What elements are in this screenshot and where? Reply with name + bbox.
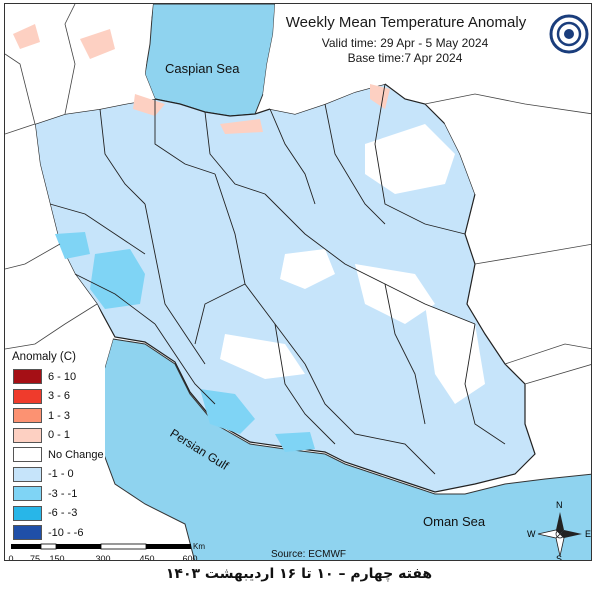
province-boundaries bbox=[49, 83, 506, 475]
legend-swatch bbox=[13, 525, 42, 541]
legend-swatch bbox=[13, 486, 42, 502]
anomaly-warm-turkmen bbox=[370, 84, 390, 109]
no-change-center-1 bbox=[280, 249, 335, 289]
anomaly-kordestan-cool bbox=[55, 232, 90, 259]
legend-label: -1 - 0 bbox=[48, 468, 74, 481]
scale-tick: 75 bbox=[29, 554, 41, 561]
legend-swatch bbox=[13, 505, 42, 521]
anomaly-southwest-cool bbox=[200, 389, 255, 434]
compass-east: E bbox=[585, 529, 592, 539]
oman-sea-label: Oman Sea bbox=[423, 514, 486, 529]
compass-north: N bbox=[556, 500, 563, 510]
scale-tick: 450 bbox=[139, 554, 155, 561]
persian-caption: هفته چهارم – ۱۰ تا ۱۶ اردیبهشت ۱۴۰۳ bbox=[165, 566, 433, 582]
legend-item: -1 - 0 bbox=[9, 465, 105, 485]
legend-item: -3 - -1 bbox=[9, 484, 105, 504]
valid-time: Valid time: 29 Apr - 5 May 2024 bbox=[321, 36, 489, 50]
legend-label: -3 - -1 bbox=[48, 487, 78, 500]
legend: Anomaly (C) 6 - 10 3 - 6 1 - 3 0 - 1 No Chan… bbox=[9, 349, 105, 543]
compass-west: W bbox=[527, 529, 536, 539]
anomaly-warm-mazandaran bbox=[220, 119, 263, 134]
legend-item: 3 - 6 bbox=[9, 387, 105, 407]
legend-item: -10 - -6 bbox=[9, 523, 105, 543]
scale-tick: 0 bbox=[8, 554, 14, 561]
no-change-south-east bbox=[425, 304, 485, 404]
compass-icon bbox=[537, 512, 582, 557]
anomaly-warm-nw bbox=[13, 24, 40, 49]
legend-item: 1 - 3 bbox=[9, 406, 105, 426]
legend-label: 3 - 6 bbox=[48, 390, 71, 403]
legend-label: 0 - 1 bbox=[48, 429, 71, 442]
legend-label: 1 - 3 bbox=[48, 409, 71, 422]
anomaly-warm-ne-azerbaijan bbox=[80, 29, 115, 59]
base-time: Base time:7 Apr 2024 bbox=[347, 51, 463, 65]
scale-tick: 150 bbox=[49, 554, 65, 561]
anomaly-warm-gilan bbox=[133, 94, 165, 116]
no-change-north bbox=[263, 4, 405, 114]
scale-tick: 600 bbox=[182, 554, 198, 561]
legend-swatch bbox=[13, 369, 42, 385]
compass-rose: N S W E bbox=[525, 500, 592, 561]
map-frame: Weekly Mean Temperature Anomaly Valid ti… bbox=[4, 3, 592, 561]
legend-swatch bbox=[13, 408, 42, 424]
no-change-khorasan bbox=[365, 124, 455, 194]
legend-label: 6 - 10 bbox=[48, 370, 77, 383]
scale-unit: Km bbox=[193, 542, 205, 551]
no-change-center-2 bbox=[220, 334, 305, 379]
legend-swatch bbox=[13, 447, 42, 463]
map-title: Weekly Mean Temperature Anomaly bbox=[285, 14, 527, 31]
source-label: Source: ECMWF bbox=[271, 549, 347, 560]
scale-bar: 0 75 150 300 450 600 Km bbox=[8, 542, 205, 561]
no-change-west bbox=[5, 124, 113, 394]
legend-rows: 6 - 10 3 - 6 1 - 3 0 - 1 No Change -1 - 0 -3 -… bbox=[9, 367, 105, 543]
legend-label: No Change bbox=[48, 448, 104, 461]
scale-bar-graphic bbox=[11, 543, 191, 550]
anomaly-gulf-coast-cool bbox=[275, 432, 315, 452]
anomaly-west-cool bbox=[90, 249, 145, 309]
compass-south: S bbox=[556, 554, 563, 561]
legend-swatch bbox=[13, 427, 42, 443]
legend-swatch bbox=[13, 466, 42, 482]
organization-logo bbox=[549, 14, 589, 54]
legend-item: No Change bbox=[9, 445, 105, 465]
legend-swatch bbox=[13, 388, 42, 404]
caspian-sea bbox=[144, 4, 276, 117]
caspian-sea-label: Caspian Sea bbox=[165, 61, 240, 76]
anomaly-map bbox=[5, 4, 591, 560]
legend-item: 0 - 1 bbox=[9, 426, 105, 446]
legend-label: -6 - -3 bbox=[48, 507, 78, 520]
legend-label: -10 - -6 bbox=[48, 526, 84, 539]
no-change-northwest bbox=[5, 4, 155, 134]
legend-title: Anomaly (C) bbox=[12, 351, 76, 363]
legend-item: 6 - 10 bbox=[9, 367, 105, 387]
country-boundaries bbox=[5, 4, 591, 385]
legend-item: -6 - -3 bbox=[9, 504, 105, 524]
scale-tick: 300 bbox=[95, 554, 111, 561]
